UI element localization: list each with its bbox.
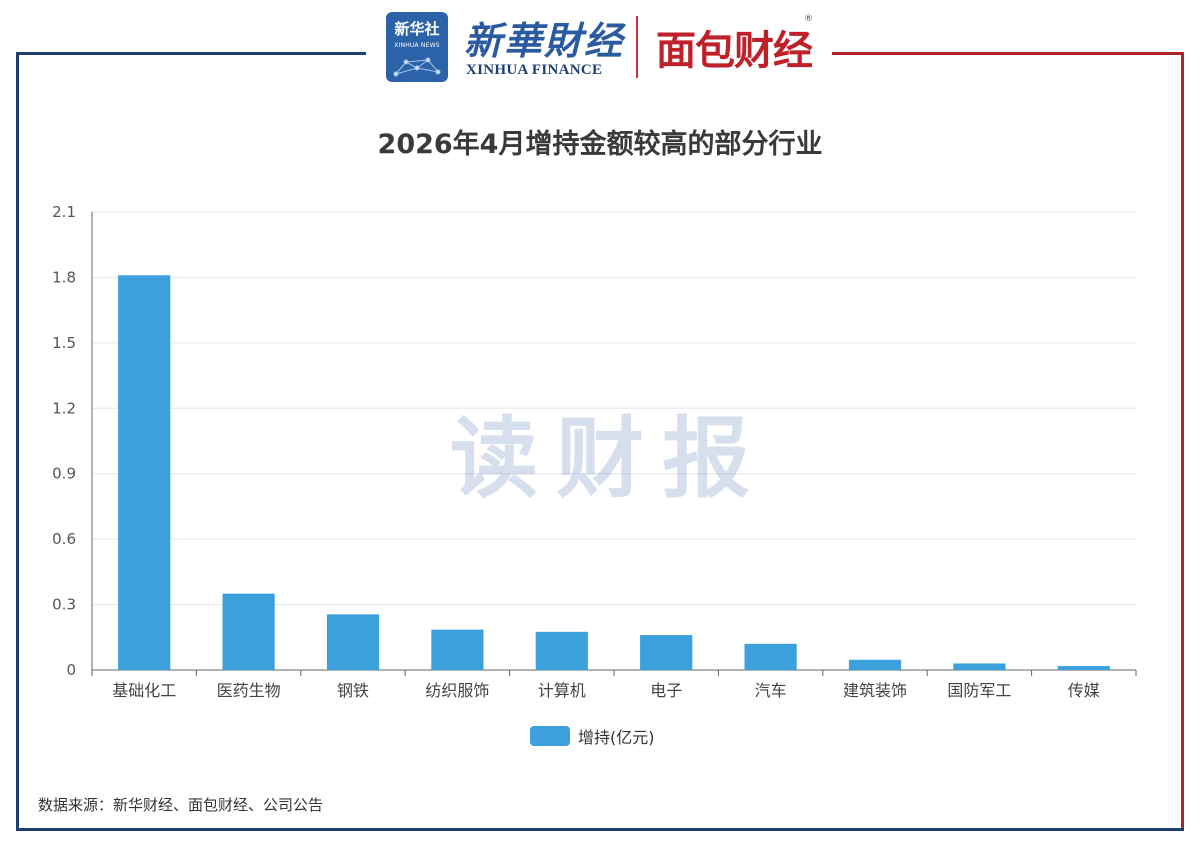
bar: [953, 663, 1006, 670]
x-tick-label: 国防军工: [947, 681, 1011, 700]
y-tick-label: 0.9: [52, 465, 76, 483]
bar: [535, 631, 588, 670]
xinhua-news-logo: 新华社 XINHUA NEWS: [386, 12, 448, 82]
x-tick-label: 钢铁: [337, 681, 369, 700]
y-tick-label: 0: [66, 661, 76, 679]
x-tick-label: 电子: [650, 681, 682, 700]
x-tick-label: 计算机: [538, 681, 586, 700]
x-tick-label: 纺织服饰: [425, 681, 489, 700]
xinhua-finance-cn-logo: 新華財经: [464, 18, 625, 63]
frame-left-line: [16, 52, 19, 830]
bar: [431, 629, 484, 670]
xinhua-finance-en-logo: XINHUA FINANCE: [466, 62, 603, 78]
y-tick-label: 0.3: [52, 596, 76, 614]
x-tick-label: 建筑装饰: [843, 681, 907, 700]
y-tick-label: 1.5: [52, 334, 76, 352]
chart-title: 2026年4月增持金额较高的部分行业: [377, 129, 823, 160]
x-tick-label: 医药生物: [217, 681, 281, 700]
y-tick-label: 1.2: [52, 399, 76, 417]
frame-right-line: [1181, 52, 1184, 830]
x-tick-label: 汽车: [755, 681, 787, 700]
frame-bottom-line: [16, 828, 1184, 831]
x-tick-label: 传媒: [1068, 681, 1100, 700]
watermark: 读财报: [450, 407, 769, 510]
frame-top-right-line: [832, 52, 1184, 55]
bar: [1057, 666, 1110, 670]
bar: [222, 593, 275, 670]
y-tick-label: 2.1: [52, 203, 76, 221]
bar: [118, 275, 171, 670]
header-logos: 新华社 XINHUA NEWS 新華財经 XINHUA FINANCE 面包财经…: [380, 6, 820, 82]
bar: [744, 643, 797, 670]
bar: [848, 659, 902, 670]
legend-label: 增持(亿元): [578, 728, 655, 747]
logo-divider: [636, 16, 638, 78]
xinhua-badge-en: XINHUA NEWS: [394, 42, 440, 49]
registered-mark: ®: [804, 14, 813, 24]
mianbao-finance-logo: 面包财经: [656, 28, 813, 74]
network-icon: [393, 57, 441, 77]
y-tick-label: 1.8: [52, 268, 76, 286]
legend-swatch: [530, 726, 570, 746]
xinhua-badge-cn: 新华社: [394, 20, 440, 38]
frame-top-left-line: [16, 52, 366, 55]
bar: [640, 635, 693, 670]
data-source-note: 数据来源：新华财经、面包财经、公司公告: [38, 796, 324, 814]
x-tick-label: 基础化工: [112, 681, 176, 700]
bar: [326, 614, 380, 670]
y-tick-label: 0.6: [52, 530, 76, 548]
